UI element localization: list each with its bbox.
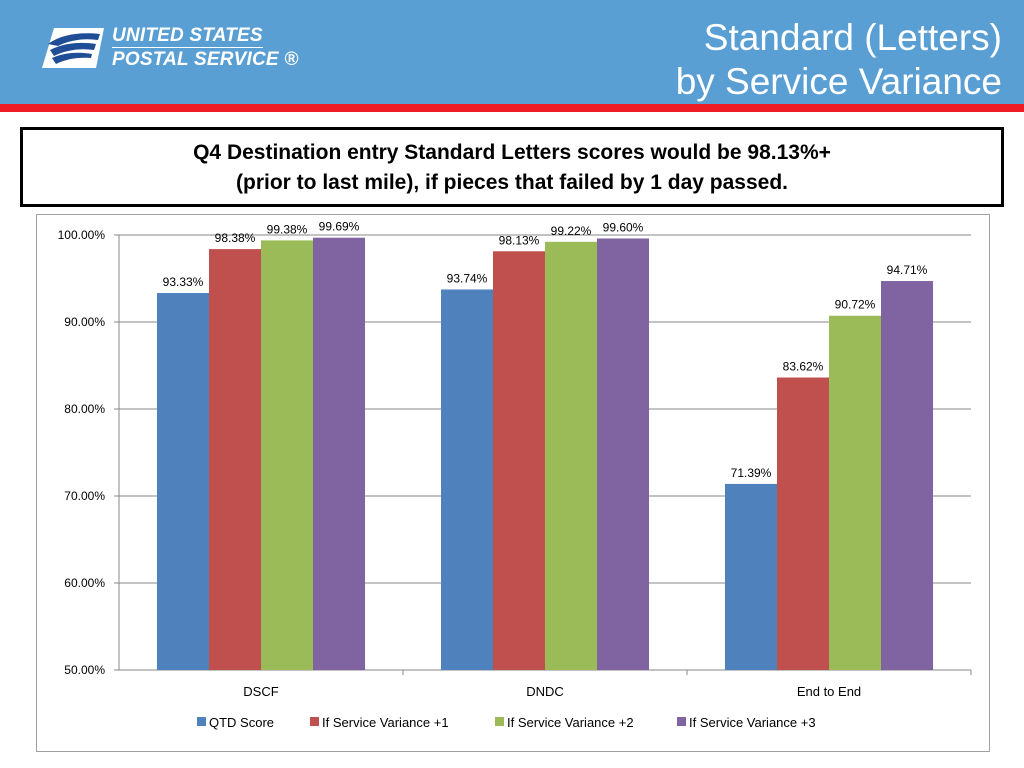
bar [313,237,365,670]
legend-swatch [310,717,319,726]
header-stripe [0,104,1024,112]
bar [261,240,313,671]
data-label: 94.71% [887,263,928,277]
category-label: DSCF [243,684,278,699]
chart-frame: 50.00% 60.00% 70.00% 80.00% 90.00% 100.00% 93.… [36,214,990,752]
page-title-line-1: Standard (Letters) [703,17,1002,58]
bar [777,377,829,670]
y-tick-label: 100.00% [58,228,106,242]
bar [829,315,881,670]
legend-label: If Service Variance +3 [689,715,816,730]
bar [157,293,209,670]
bar [881,281,933,670]
bar [441,289,493,670]
legend-label: If Service Variance +1 [322,715,449,730]
data-label: 93.33% [163,275,204,289]
category-label: DNDC [526,684,564,699]
legend-swatch [495,717,504,726]
data-label: 83.62% [783,360,824,374]
bar [597,238,649,671]
callout-line-1: Q4 Destination entry Standard Letters sc… [193,141,831,164]
page-title-line-2: by Service Variance [675,61,1002,102]
bar [209,249,261,670]
bar [545,241,597,670]
logo-wordmark: UNITED STATES POSTAL SERVICE ® [112,24,298,71]
logo-line-2: POSTAL SERVICE ® [112,49,299,70]
category-label: End to End [797,684,861,699]
data-label: 99.60% [603,220,644,234]
y-tick-label: 50.00% [64,663,105,677]
callout-line-2: (prior to last mile), if pieces that fai… [236,171,788,194]
y-tick-label: 70.00% [64,489,105,503]
data-label: 98.13% [499,233,540,247]
bar [493,251,545,671]
legend-swatch [197,717,206,726]
legend-label: If Service Variance +2 [507,715,634,730]
y-tick-label: 90.00% [64,315,105,329]
legend-label: QTD Score [209,715,274,730]
callout-box: Q4 Destination entry Standard Letters sc… [20,127,1004,207]
y-tick-label: 80.00% [64,402,105,416]
page-title: Standard (Letters) by Service Variance [676,16,1002,104]
eagle-icon [42,28,104,68]
data-label: 99.22% [551,224,592,238]
data-label: 99.38% [267,222,308,236]
logo-line-1: UNITED STATES [112,25,263,48]
data-label: 90.72% [835,298,876,312]
data-label: 93.74% [447,271,488,285]
legend-swatch [677,717,686,726]
y-tick-label: 60.00% [64,576,105,590]
bar [725,483,777,670]
data-label: 99.69% [319,220,360,234]
data-label: 98.38% [215,231,256,245]
usps-logo: UNITED STATES POSTAL SERVICE ® [40,24,298,72]
data-label: 71.39% [731,466,772,480]
header-bar [0,0,1024,104]
bar-chart: 50.00% 60.00% 70.00% 80.00% 90.00% 100.00% 93.… [58,220,972,730]
